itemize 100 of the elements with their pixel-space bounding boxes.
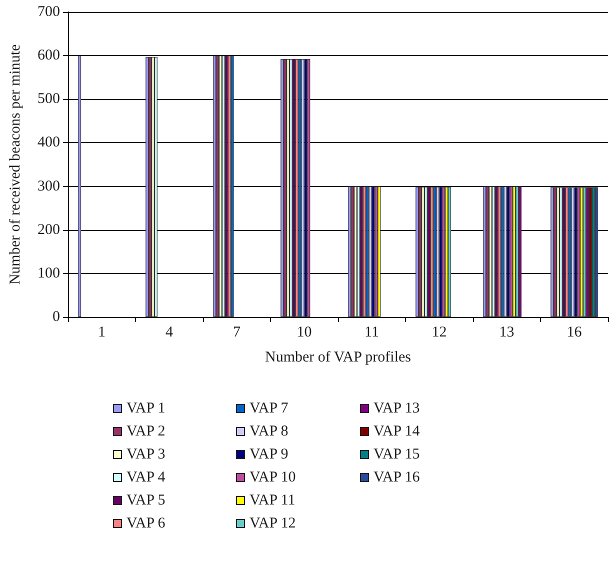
legend-label: VAP 10 bbox=[250, 470, 296, 486]
bar bbox=[500, 186, 504, 317]
y-tick-label: 100 bbox=[38, 265, 60, 282]
bar bbox=[550, 187, 554, 317]
bar bbox=[360, 186, 363, 317]
y-tick-label: 300 bbox=[38, 178, 60, 194]
bar bbox=[280, 59, 284, 317]
bar bbox=[374, 186, 378, 317]
bar bbox=[292, 59, 296, 317]
bar bbox=[554, 187, 557, 317]
legend-label: VAP 15 bbox=[374, 446, 420, 462]
bar bbox=[286, 59, 290, 317]
legend-label: VAP 6 bbox=[126, 516, 166, 532]
bar bbox=[146, 56, 149, 317]
bar bbox=[483, 186, 486, 317]
x-tick-label: 4 bbox=[166, 324, 174, 340]
x-tick-label: 10 bbox=[296, 324, 312, 340]
x-tick-label: 1 bbox=[98, 324, 106, 340]
bar bbox=[362, 186, 366, 317]
y-tick-label: 600 bbox=[38, 48, 60, 64]
legend-label: VAP 7 bbox=[250, 400, 289, 416]
legend-label: VAP 14 bbox=[374, 424, 420, 440]
bar bbox=[298, 59, 302, 317]
bar bbox=[216, 56, 220, 317]
bar bbox=[559, 187, 562, 317]
bar bbox=[589, 187, 592, 317]
bar bbox=[152, 56, 154, 317]
bar bbox=[583, 187, 586, 317]
x-tick-label: 16 bbox=[566, 324, 582, 340]
bar bbox=[219, 56, 222, 317]
bar bbox=[213, 56, 216, 317]
bar bbox=[492, 186, 495, 317]
legend-label: VAP 4 bbox=[126, 470, 166, 486]
y-axis-title: Number of received beacons per minute bbox=[8, 44, 24, 285]
bar bbox=[228, 56, 231, 317]
legend-label: VAP 12 bbox=[250, 516, 296, 532]
bar bbox=[562, 187, 566, 317]
bar bbox=[418, 186, 422, 317]
y-tick-label: 0 bbox=[52, 309, 60, 325]
bar bbox=[498, 186, 501, 317]
x-axis-title: Number of VAP profiles bbox=[265, 350, 412, 366]
bar bbox=[494, 186, 498, 317]
legend-label: VAP 2 bbox=[126, 424, 166, 440]
bar bbox=[510, 186, 513, 317]
bar bbox=[372, 186, 375, 317]
bar bbox=[433, 186, 436, 317]
bar bbox=[351, 186, 354, 317]
bar bbox=[78, 56, 82, 317]
bar bbox=[304, 59, 308, 317]
bar bbox=[424, 186, 428, 317]
bar bbox=[348, 186, 352, 317]
y-tick-label: 200 bbox=[38, 222, 60, 238]
bar bbox=[439, 186, 442, 317]
y-tick-label: 700 bbox=[38, 4, 60, 20]
bar bbox=[430, 186, 434, 317]
bar bbox=[518, 186, 522, 317]
bar bbox=[224, 56, 228, 317]
bar bbox=[442, 186, 446, 317]
bar bbox=[489, 186, 492, 317]
x-tick-label: 12 bbox=[432, 324, 447, 340]
legend-label: VAP 11 bbox=[250, 492, 296, 508]
legend-label: VAP 3 bbox=[126, 446, 166, 462]
bar bbox=[295, 59, 298, 317]
bar bbox=[422, 186, 424, 317]
bar bbox=[445, 186, 448, 317]
bar bbox=[416, 186, 419, 317]
bar bbox=[592, 187, 595, 317]
bar bbox=[574, 187, 578, 317]
bar bbox=[594, 187, 598, 317]
legend-label: VAP 8 bbox=[250, 424, 288, 440]
bar bbox=[366, 186, 369, 317]
legend-label: VAP 5 bbox=[126, 492, 166, 508]
bar bbox=[568, 187, 572, 317]
bar bbox=[222, 56, 225, 317]
bar bbox=[516, 186, 519, 317]
bar bbox=[148, 56, 152, 317]
bar bbox=[354, 186, 357, 317]
legend-label: VAP 16 bbox=[374, 470, 420, 486]
x-tick-label: 13 bbox=[499, 324, 514, 340]
bar bbox=[307, 59, 310, 317]
legend-label: VAP 1 bbox=[126, 400, 166, 416]
bar bbox=[580, 187, 584, 317]
bar bbox=[506, 186, 510, 317]
bar bbox=[586, 187, 590, 317]
bar bbox=[512, 186, 516, 317]
x-tick-label: 7 bbox=[233, 324, 241, 340]
bar bbox=[556, 187, 560, 317]
legend-label: VAP 13 bbox=[374, 400, 420, 416]
y-tick-label: 500 bbox=[38, 91, 60, 108]
bar bbox=[486, 186, 490, 317]
y-tick-label: 400 bbox=[38, 134, 60, 151]
bar bbox=[230, 56, 234, 317]
bar bbox=[284, 59, 287, 317]
bar bbox=[154, 56, 158, 317]
x-tick-label: 11 bbox=[364, 324, 379, 340]
bar bbox=[356, 186, 360, 317]
bar bbox=[378, 186, 381, 317]
legend-label: VAP 9 bbox=[250, 446, 288, 462]
bar bbox=[565, 187, 568, 317]
bar bbox=[448, 186, 452, 317]
